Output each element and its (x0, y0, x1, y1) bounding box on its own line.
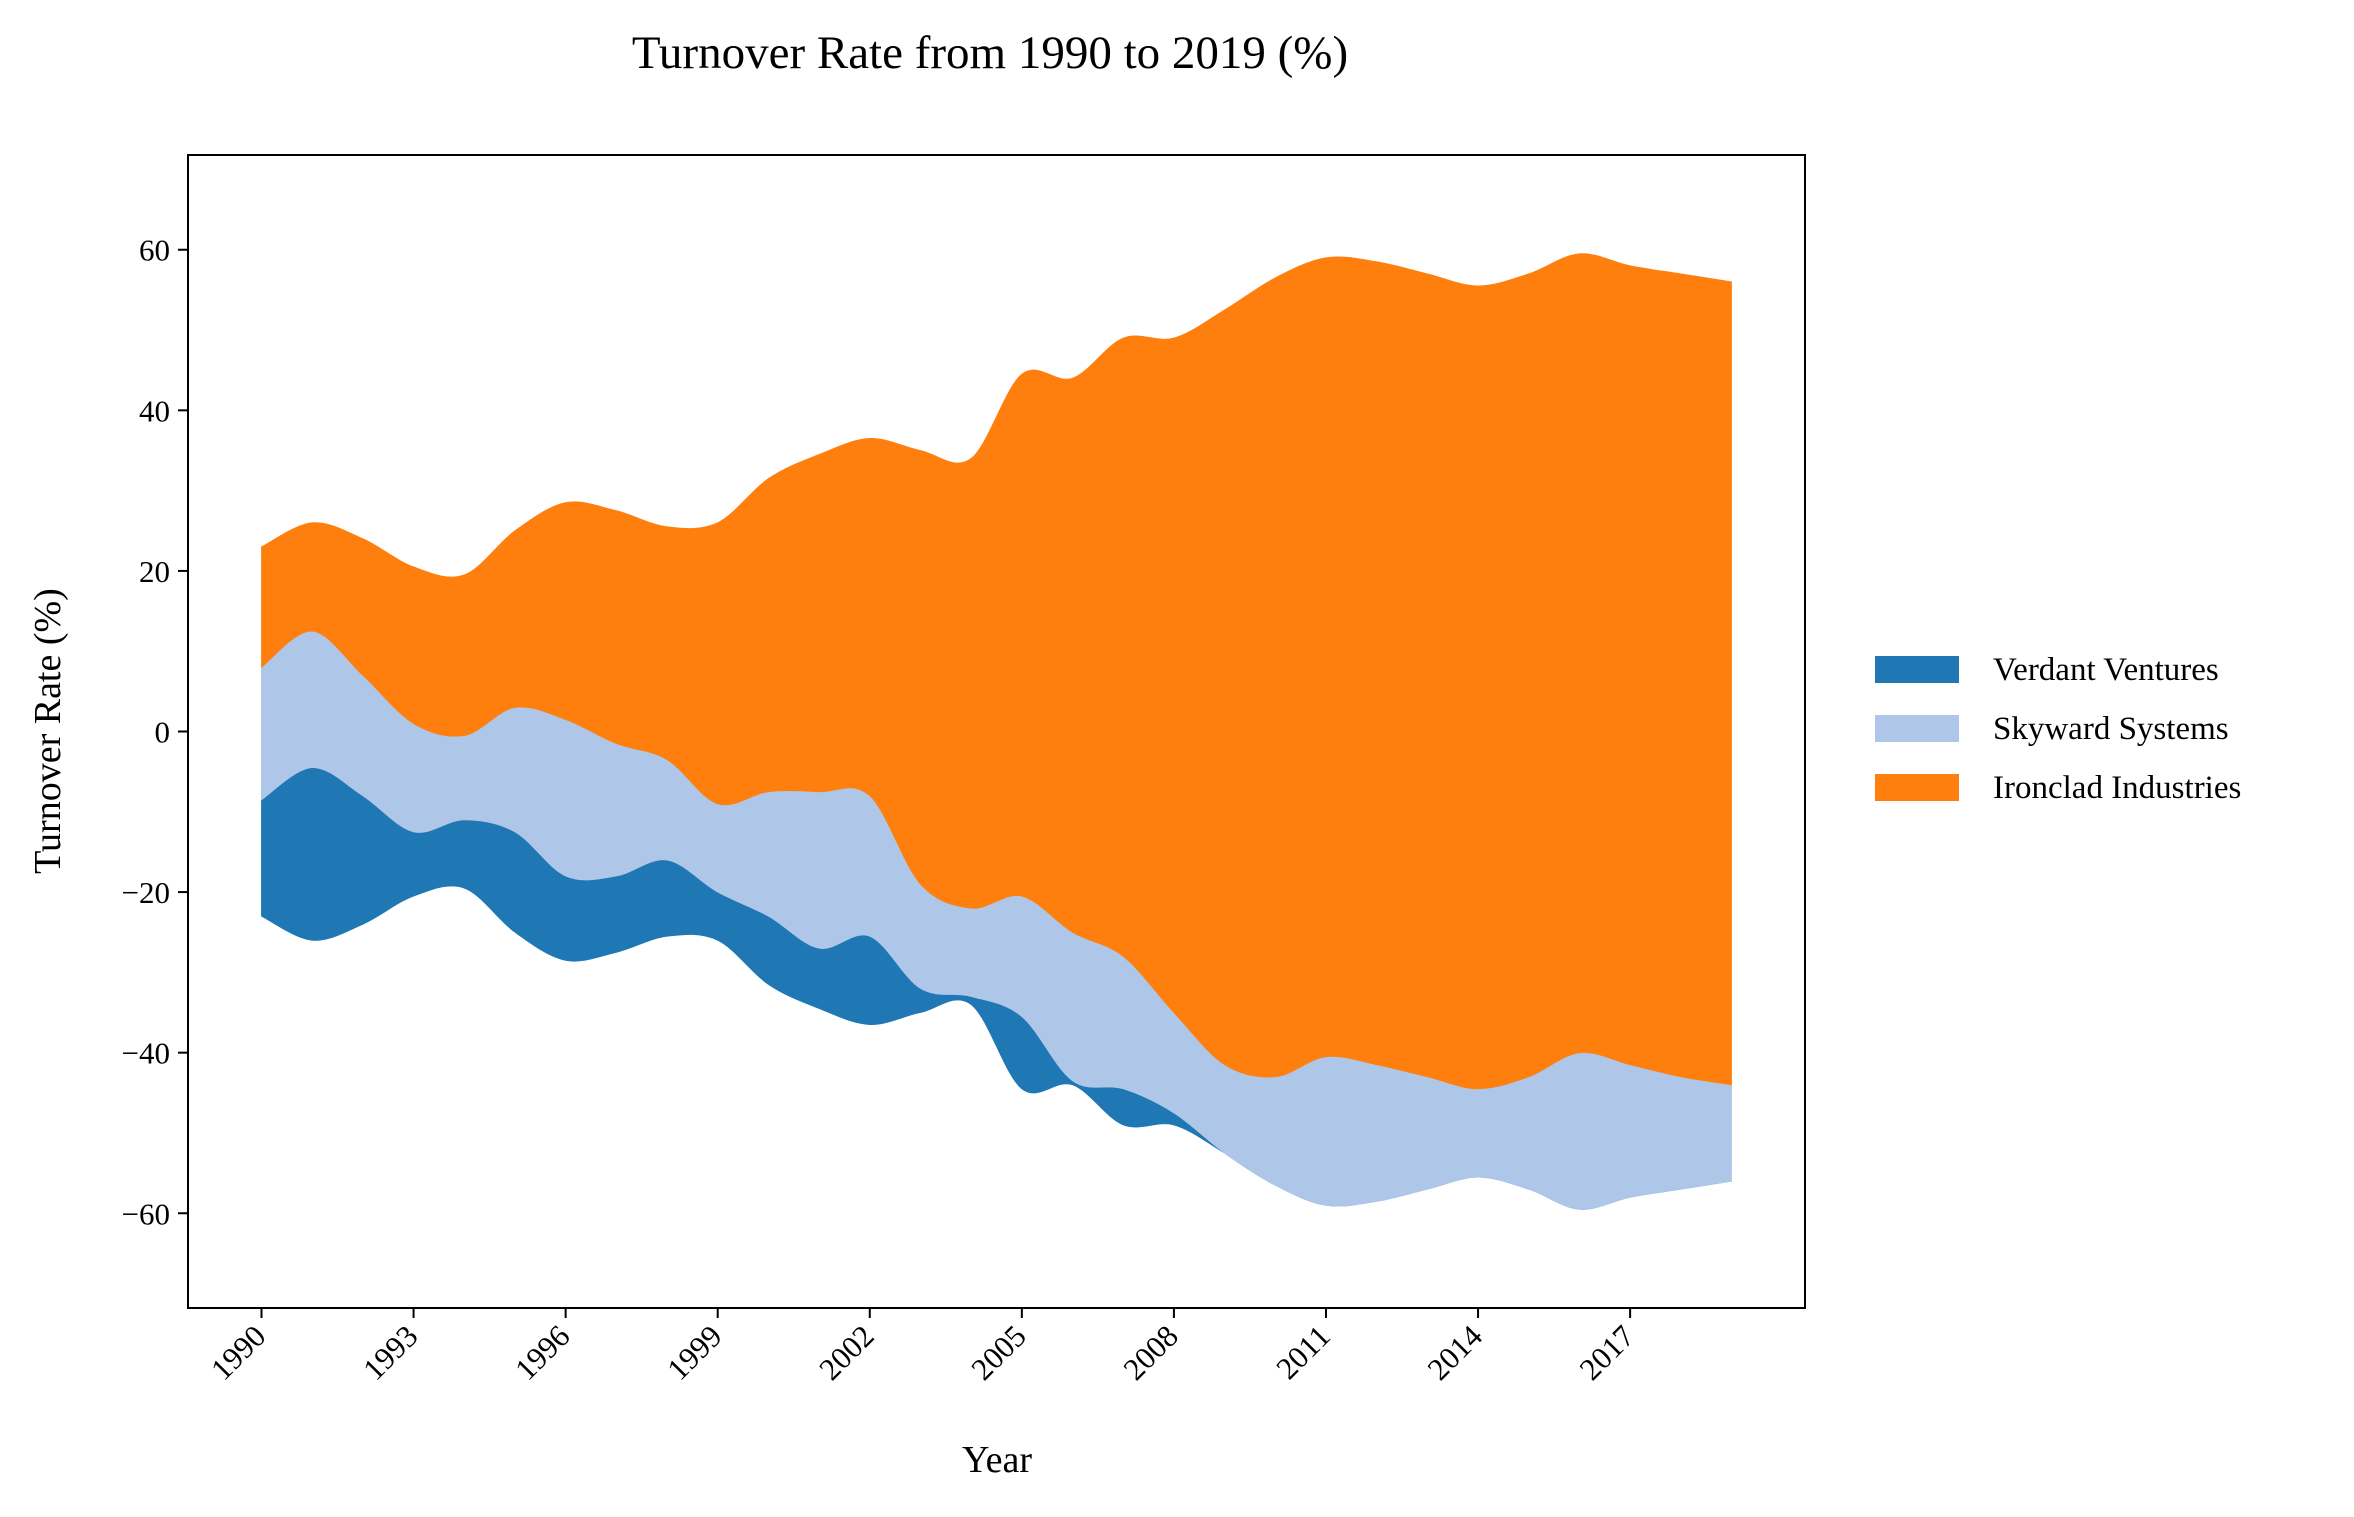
legend-label: Skyward Systems (1993, 711, 2229, 747)
legend-label: Verdant Ventures (1993, 652, 2219, 688)
y-tick-label: 20 (139, 554, 170, 589)
stream-area (261, 253, 1732, 1090)
legend-label: Ironclad Industries (1993, 770, 2241, 806)
y-axis-label: Turnover Rate (%) (27, 588, 69, 874)
x-tick-label: 1990 (204, 1318, 273, 1387)
x-tick-label: 1999 (660, 1318, 729, 1387)
legend-swatch (1875, 774, 1959, 801)
y-tick-label: 40 (139, 393, 170, 428)
y-tick-label: 60 (139, 233, 170, 268)
x-axis-label: Year (962, 1439, 1032, 1481)
x-tick-label: 2017 (1572, 1318, 1641, 1387)
y-tick-label: −40 (122, 1036, 170, 1071)
x-tick-label: 1993 (356, 1318, 425, 1387)
legend-swatch (1875, 715, 1959, 742)
y-tick-label: 0 (155, 715, 171, 750)
legend-swatch (1875, 656, 1959, 683)
x-tick-label: 2005 (964, 1318, 1033, 1387)
x-tick-label: 2011 (1269, 1318, 1337, 1386)
x-tick-label: 2002 (812, 1318, 881, 1387)
x-tick-label: 2014 (1420, 1318, 1489, 1387)
chart-title: Turnover Rate from 1990 to 2019 (%) (632, 27, 1348, 79)
x-tick-label: 1996 (508, 1318, 577, 1387)
y-tick-label: −60 (122, 1196, 170, 1231)
x-tick-label: 2008 (1116, 1318, 1185, 1387)
y-tick-label: −20 (122, 875, 170, 910)
